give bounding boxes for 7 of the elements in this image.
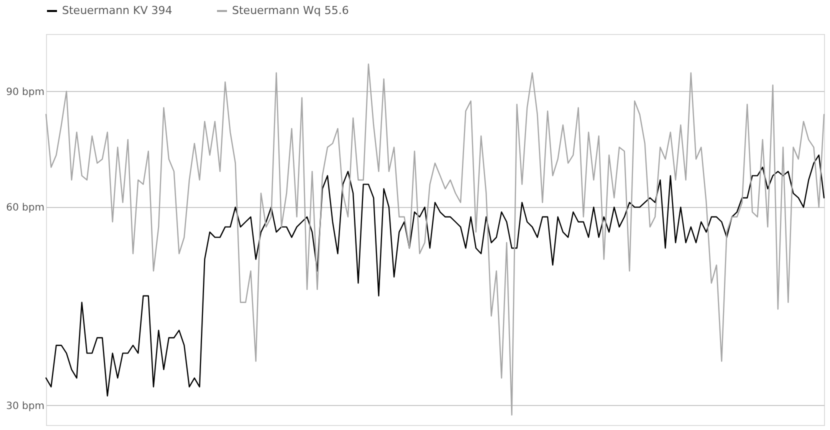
legend-label: Steuermann KV 394	[62, 4, 172, 17]
y-tick-label: 30 bpm	[6, 400, 44, 412]
legend-label: Steuermann Wq 55.6	[232, 4, 349, 17]
line-series	[45, 154, 825, 397]
line-series	[45, 64, 825, 416]
y-tick-label: 90 bpm	[6, 86, 44, 98]
y-tick-label: 60 bpm	[6, 202, 44, 214]
